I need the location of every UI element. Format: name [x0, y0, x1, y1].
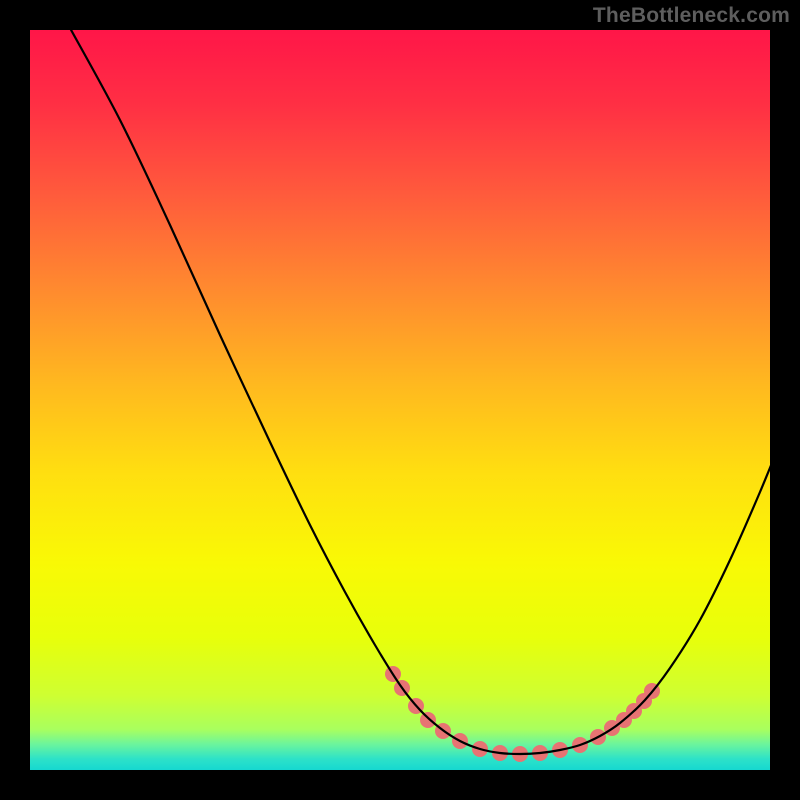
watermark-text: TheBottleneck.com: [593, 4, 790, 28]
bottleneck-curve-chart: [0, 0, 800, 800]
chart-container: TheBottleneck.com: [0, 0, 800, 800]
plot-background-gradient: [30, 30, 770, 770]
curve-marker: [421, 713, 436, 728]
